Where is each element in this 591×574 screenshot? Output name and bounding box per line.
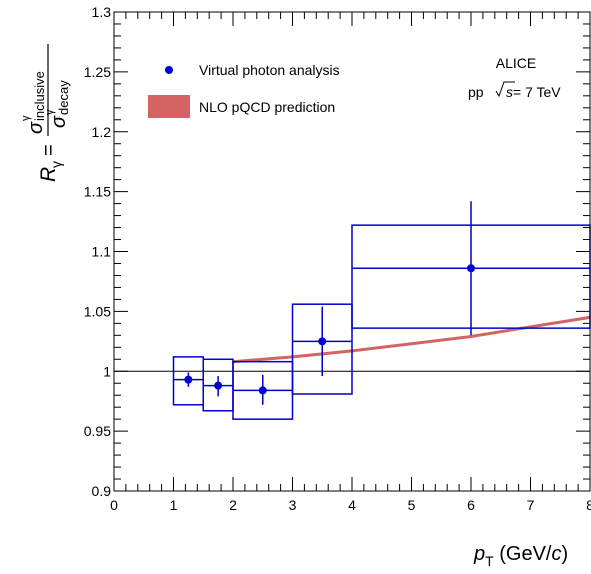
x-tick-label: 6 (467, 497, 475, 513)
y-tick-label: 1 (103, 363, 111, 379)
system-prefix: pp (468, 84, 484, 100)
data-point (184, 375, 193, 384)
data-point (214, 381, 223, 390)
x-axis-title: pT (GeV/c) (473, 543, 568, 569)
axis-tick-labels: 0 1 2 3 4 5 6 7 8 0.9 0.95 1 1.05 1.1 1.15 1.2 1.25 1.3 (84, 4, 591, 513)
y-tick-label: 1.2 (92, 124, 112, 140)
y-tick-label: 0.95 (84, 423, 111, 439)
x-tick-label: 3 (289, 497, 297, 513)
y-axis-title-eq: = (38, 144, 60, 156)
x-tick-label: 4 (348, 497, 356, 513)
legend-swatch-nlo (148, 95, 190, 118)
y-axis-title-r-sub: γ (48, 161, 64, 168)
data-point-group (291, 303, 353, 395)
y-tick-label: 1.3 (92, 4, 112, 20)
y-axis-title: R γ = σ γ inclusive σ γ decay (20, 44, 71, 182)
x-axis-title-p: p (473, 543, 485, 565)
experiment-annotation: ALICE pp s = 7 TeV (468, 55, 561, 100)
y-tick-label: 0.9 (92, 483, 112, 499)
legend-label-nlo: NLO pQCD prediction (199, 99, 335, 115)
x-axis-title-c: c (551, 543, 561, 565)
y-axis-title-r: R (37, 167, 60, 182)
x-tick-label: 2 (229, 497, 237, 513)
systematic-box (291, 303, 353, 395)
legend-label-virtual-photon: Virtual photon analysis (199, 62, 340, 78)
x-tick-label: 1 (170, 497, 178, 513)
x-tick-label: 7 (527, 497, 535, 513)
plot-frame (113, 11, 591, 492)
svg-text:pT (GeV/c): pT (GeV/c) (473, 543, 568, 569)
y-axis-title-den: σ (48, 115, 70, 128)
data-point (467, 264, 475, 273)
x-axis-title-close: ) (561, 543, 568, 565)
y-axis-title-den-sub: decay (56, 80, 71, 115)
sqrt-symbol (495, 81, 515, 98)
legend: Virtual photon analysis NLO pQCD predict… (148, 62, 340, 118)
y-tick-label: 1.15 (84, 184, 111, 200)
x-axis-title-sub: T (485, 553, 494, 569)
y-tick-label: 1.25 (84, 64, 111, 80)
y-axis-title-den-sup: γ (44, 109, 56, 115)
x-axis-title-unit: (GeV/ (494, 543, 552, 565)
y-axis-title-num-sub: inclusive (32, 71, 47, 121)
y-tick-label: 1.05 (84, 303, 111, 319)
legend-marker-virtual-photon (165, 66, 173, 74)
data-point (318, 337, 327, 346)
x-tick-label: 8 (586, 497, 591, 513)
energy-label: = 7 TeV (513, 84, 561, 100)
collision-system-label: pp (468, 84, 484, 100)
experiment-label: ALICE (496, 55, 536, 71)
y-axis-title-num: σ (25, 121, 47, 134)
y-tick-label: 1.1 (92, 244, 112, 260)
x-tick-label: 0 (110, 497, 118, 513)
data-point (258, 386, 267, 395)
sqrt-s-label: s (506, 84, 513, 100)
y-axis-title-num-sup: γ (20, 115, 32, 121)
x-tick-label: 5 (408, 497, 416, 513)
